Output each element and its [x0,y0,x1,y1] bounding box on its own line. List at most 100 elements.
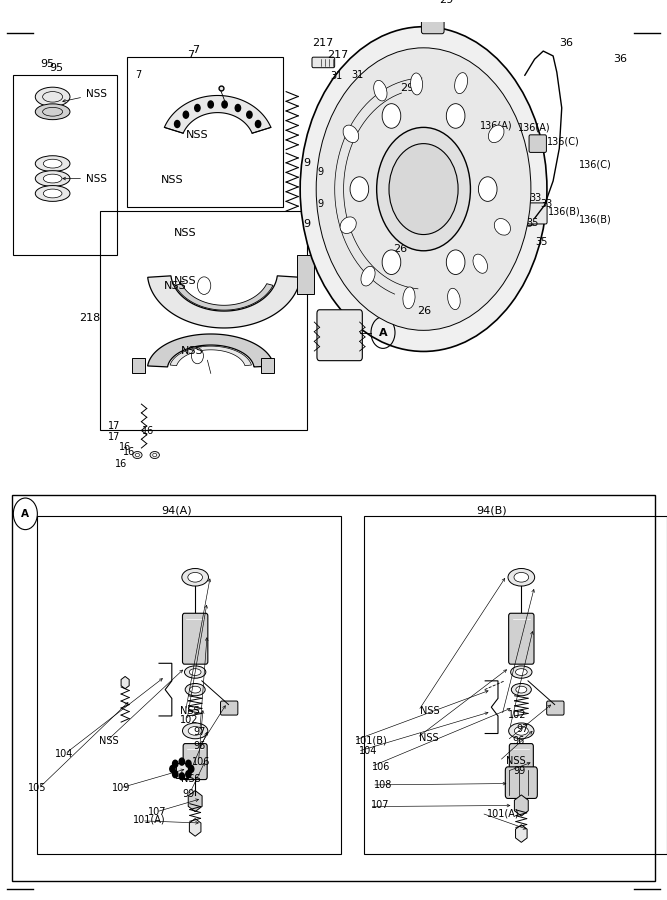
Text: 104: 104 [55,749,73,759]
Text: 101(A): 101(A) [487,808,520,818]
Text: 96: 96 [512,735,524,745]
Circle shape [183,112,189,118]
Text: 16: 16 [119,442,131,452]
Text: NSS: NSS [161,175,184,184]
Text: NSS: NSS [173,228,196,238]
Text: 109: 109 [112,783,131,793]
Text: 33: 33 [530,193,542,202]
Ellipse shape [361,266,375,286]
Ellipse shape [43,189,62,198]
Text: 94(B): 94(B) [476,505,507,516]
Text: 108: 108 [374,780,392,790]
Circle shape [316,48,531,330]
Ellipse shape [43,175,62,183]
Circle shape [173,770,178,778]
Text: 107: 107 [371,800,390,810]
Text: 95: 95 [49,63,63,73]
Ellipse shape [188,726,202,735]
Circle shape [523,211,535,226]
Text: 136(C): 136(C) [579,159,612,169]
Polygon shape [147,334,274,367]
Text: 26: 26 [394,244,408,254]
Circle shape [185,770,191,778]
Ellipse shape [508,569,535,586]
Ellipse shape [35,87,70,106]
Text: 101(B): 101(B) [355,735,388,745]
Circle shape [300,27,547,352]
FancyBboxPatch shape [529,135,546,152]
Text: A: A [21,508,29,518]
Text: 136(C): 136(C) [547,137,580,147]
Text: 7: 7 [193,45,199,56]
Ellipse shape [185,683,205,696]
FancyBboxPatch shape [183,613,208,664]
Ellipse shape [509,723,534,739]
Ellipse shape [473,254,488,274]
Text: 31: 31 [331,70,343,81]
Text: 136(B): 136(B) [579,215,612,225]
Text: 104: 104 [359,746,378,756]
Ellipse shape [150,452,159,458]
Text: 97: 97 [516,724,529,733]
Text: 33: 33 [540,199,552,209]
Ellipse shape [511,666,532,679]
Ellipse shape [135,454,139,457]
Text: NSS: NSS [181,346,203,356]
Text: NSS: NSS [186,130,209,140]
Circle shape [197,277,211,294]
Circle shape [185,760,191,768]
Text: 9: 9 [317,199,323,209]
Text: 94(A): 94(A) [161,505,192,516]
Circle shape [208,101,213,108]
Ellipse shape [514,572,529,582]
Ellipse shape [183,723,208,739]
Circle shape [377,128,470,251]
Ellipse shape [410,73,423,94]
Circle shape [382,104,401,129]
Polygon shape [175,284,273,310]
Ellipse shape [35,171,70,186]
FancyBboxPatch shape [183,743,207,779]
Ellipse shape [516,669,527,675]
Text: 16: 16 [142,427,154,436]
Text: NSS: NSS [180,706,199,716]
Circle shape [191,348,203,364]
Ellipse shape [189,669,201,675]
Circle shape [175,121,180,128]
Circle shape [255,121,261,128]
FancyBboxPatch shape [501,122,517,145]
FancyBboxPatch shape [261,357,274,374]
FancyBboxPatch shape [176,763,188,778]
Text: 7: 7 [187,50,194,59]
Text: 17: 17 [108,421,121,431]
Text: NSS: NSS [63,89,107,102]
Text: 106: 106 [372,761,391,772]
Circle shape [446,104,465,129]
Ellipse shape [494,219,510,235]
FancyBboxPatch shape [297,255,314,294]
Text: 9: 9 [303,158,310,167]
FancyBboxPatch shape [547,701,564,716]
FancyBboxPatch shape [312,58,335,68]
Text: NSS: NSS [506,756,525,766]
Text: 217: 217 [312,38,334,48]
Ellipse shape [512,683,532,696]
Text: NSS: NSS [420,706,440,716]
Circle shape [189,766,194,772]
Text: 99: 99 [183,788,195,799]
Text: 17: 17 [108,433,121,443]
Text: 102: 102 [508,710,527,720]
Text: 136(B): 136(B) [548,207,580,217]
Text: 95: 95 [40,58,54,68]
Circle shape [173,760,178,768]
Ellipse shape [188,572,203,582]
FancyBboxPatch shape [528,202,547,224]
Ellipse shape [189,686,201,693]
Ellipse shape [448,288,460,310]
Ellipse shape [43,159,62,168]
Text: 107: 107 [148,807,167,817]
Text: 136(A): 136(A) [480,120,513,130]
FancyBboxPatch shape [422,9,444,33]
Polygon shape [170,346,251,365]
Text: 16: 16 [115,459,127,469]
